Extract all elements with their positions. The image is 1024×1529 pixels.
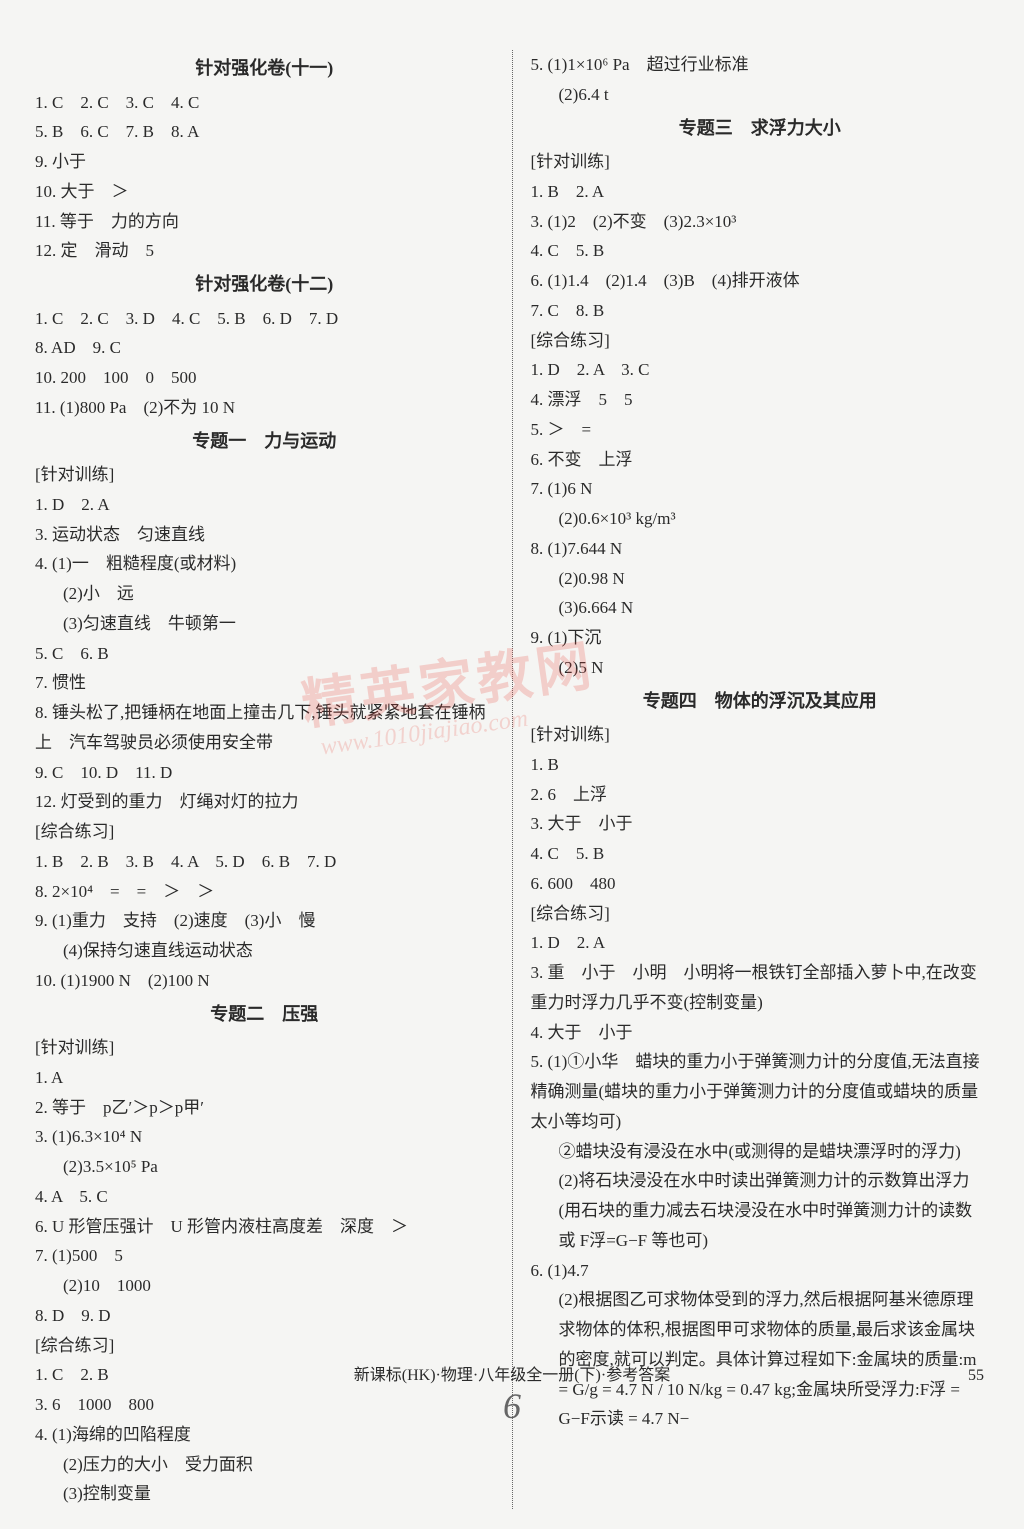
answer-line: 1. D 2. A 3. C — [531, 355, 990, 385]
answer-line: (4)保持匀速直线运动状态 — [35, 936, 494, 966]
answer-line: 5. (1)1×10⁶ Pa 超过行业标准 — [531, 50, 990, 80]
handwritten-page-number: 6 — [503, 1385, 521, 1427]
answer-line: 4. 漂浮 5 5 — [531, 385, 990, 415]
answer-line: 8. (1)7.644 N — [531, 534, 990, 564]
answer-line: 1. B — [531, 750, 990, 780]
topic-title: 专题一 力与运动 — [35, 426, 494, 458]
answer-line: (3)控制变量 — [35, 1479, 494, 1509]
answer-line: 5. C 6. B — [35, 639, 494, 669]
topic-title: 专题四 物体的浮沉及其应用 — [531, 686, 990, 718]
answer-line: 7. C 8. B — [531, 296, 990, 326]
answer-line: 6. 不变 上浮 — [531, 445, 990, 475]
answer-line: 12. 定 滑动 5 — [35, 236, 494, 266]
answer-line: 4. C 5. B — [531, 839, 990, 869]
answer-line: 4. 大于 小于 — [531, 1018, 990, 1048]
answer-line: 8. 2×10⁴ = = ＞ ＞ — [35, 877, 494, 907]
answer-line: (2)5 N — [531, 653, 990, 683]
subsection-label: [综合练习] — [35, 1331, 494, 1361]
answer-line: (2)0.6×10³ kg/m³ — [531, 504, 990, 534]
answer-line: 11. 等于 力的方向 — [35, 207, 494, 237]
answer-line: (2)将石块浸没在水中时读出弹簧测力计的示数算出浮力(用石块的重力减去石块浸没在… — [531, 1166, 990, 1255]
answer-line: 6. U 形管压强计 U 形管内液柱高度差 深度 ＞ — [35, 1212, 494, 1242]
answer-line: 5. B 6. C 7. B 8. A — [35, 117, 494, 147]
answer-line: 10. 大于 ＞ — [35, 177, 494, 207]
answer-line: 3. 大于 小于 — [531, 809, 990, 839]
answer-line: (2)压力的大小 受力面积 — [35, 1450, 494, 1480]
answer-line: 6. (1)4.7 — [531, 1256, 990, 1286]
answer-line: 12. 灯受到的重力 灯绳对灯的拉力 — [35, 787, 494, 817]
answer-line: 8. 锤头松了,把锤柄在地面上撞击几下,锤头就紧紧地套在锤柄上 汽车驾驶员必须使… — [35, 698, 494, 758]
answer-line: 1. B 2. A — [531, 177, 990, 207]
answer-line: 3. 6 1000 800 — [35, 1390, 494, 1420]
answer-line: 1. D 2. A — [531, 928, 990, 958]
left-column: 针对强化卷(十一) 1. C 2. C 3. C 4. C 5. B 6. C … — [35, 50, 494, 1509]
answer-line: 9. (1)重力 支持 (2)速度 (3)小 慢 — [35, 906, 494, 936]
answer-line: 11. (1)800 Pa (2)不为 10 N — [35, 393, 494, 423]
answer-line: 5. ＞ = — [531, 415, 990, 445]
answer-line: (2)6.4 t — [531, 80, 990, 110]
answer-line: 4. C 5. B — [531, 236, 990, 266]
footer-page-number: 55 — [968, 1367, 984, 1385]
answer-line: 3. (1)2 (2)不变 (3)2.3×10³ — [531, 207, 990, 237]
answer-line: 3. (1)6.3×10⁴ N — [35, 1122, 494, 1152]
answer-line: (2)0.98 N — [531, 564, 990, 594]
answer-line: 7. 惯性 — [35, 668, 494, 698]
subsection-label: [针对训练] — [531, 720, 990, 750]
topic-title: 专题二 压强 — [35, 999, 494, 1031]
answer-line: 2. 等于 p乙′＞p＞p甲′ — [35, 1093, 494, 1123]
answer-line: (2)10 1000 — [35, 1271, 494, 1301]
answer-line: 1. A — [35, 1063, 494, 1093]
answer-line: (2)根据图乙可求物体受到的浮力,然后根据阿基米德原理求物体的体积,根据图甲可求… — [531, 1285, 990, 1434]
column-divider — [512, 50, 513, 1509]
answer-line: (3)6.664 N — [531, 593, 990, 623]
section-title: 针对强化卷(十二) — [35, 269, 494, 301]
answer-line: 3. 重 小于 小明 小明将一根铁钉全部插入萝卜中,在改变重力时浮力几乎不变(控… — [531, 958, 990, 1018]
subsection-label: [针对训练] — [35, 1033, 494, 1063]
answer-line: 4. (1)一 粗糙程度(或材料) — [35, 549, 494, 579]
answer-line: 10. 200 100 0 500 — [35, 363, 494, 393]
answer-line: 1. C 2. C 3. C 4. C — [35, 88, 494, 118]
answer-line: 9. (1)下沉 — [531, 623, 990, 653]
answer-line: (2)3.5×10⁵ Pa — [35, 1152, 494, 1182]
answer-line: 2. 6 上浮 — [531, 780, 990, 810]
answer-line: 10. (1)1900 N (2)100 N — [35, 966, 494, 996]
subsection-label: [综合练习] — [531, 899, 990, 929]
subsection-label: [针对训练] — [531, 147, 990, 177]
answer-line: 5. (1)①小华 蜡块的重力小于弹簧测力计的分度值,无法直接精确测量(蜡块的重… — [531, 1047, 990, 1136]
right-column: 5. (1)1×10⁶ Pa 超过行业标准 (2)6.4 t 专题三 求浮力大小… — [531, 50, 990, 1509]
answer-line: 1. D 2. A — [35, 490, 494, 520]
answer-line: 7. (1)500 5 — [35, 1241, 494, 1271]
page-container: 针对强化卷(十一) 1. C 2. C 3. C 4. C 5. B 6. C … — [0, 0, 1024, 1529]
answer-line: (2)小 远 — [35, 579, 494, 609]
subsection-label: [针对训练] — [35, 460, 494, 490]
answer-line: ②蜡块没有浸没在水中(或测得的是蜡块漂浮时的浮力) — [531, 1137, 990, 1167]
answer-line: 6. (1)1.4 (2)1.4 (3)B (4)排开液体 — [531, 266, 990, 296]
answer-line: 9. 小于 — [35, 147, 494, 177]
answer-line: 9. C 10. D 11. D — [35, 758, 494, 788]
section-title: 针对强化卷(十一) — [35, 53, 494, 85]
answer-line: 6. 600 480 — [531, 869, 990, 899]
subsection-label: [综合练习] — [35, 817, 494, 847]
topic-title: 专题三 求浮力大小 — [531, 113, 990, 145]
answer-line: 8. AD 9. C — [35, 333, 494, 363]
answer-line: 1. B 2. B 3. B 4. A 5. D 6. B 7. D — [35, 847, 494, 877]
answer-line: 3. 运动状态 匀速直线 — [35, 520, 494, 550]
answer-line: 1. C 2. C 3. D 4. C 5. B 6. D 7. D — [35, 304, 494, 334]
answer-line: 4. A 5. C — [35, 1182, 494, 1212]
answer-line: (3)匀速直线 牛顿第一 — [35, 609, 494, 639]
subsection-label: [综合练习] — [531, 326, 990, 356]
answer-line: 8. D 9. D — [35, 1301, 494, 1331]
answer-line: 7. (1)6 N — [531, 474, 990, 504]
footer-text: 新课标(HK)·物理·八年级全一册(下)·参考答案 — [0, 1361, 1024, 1385]
